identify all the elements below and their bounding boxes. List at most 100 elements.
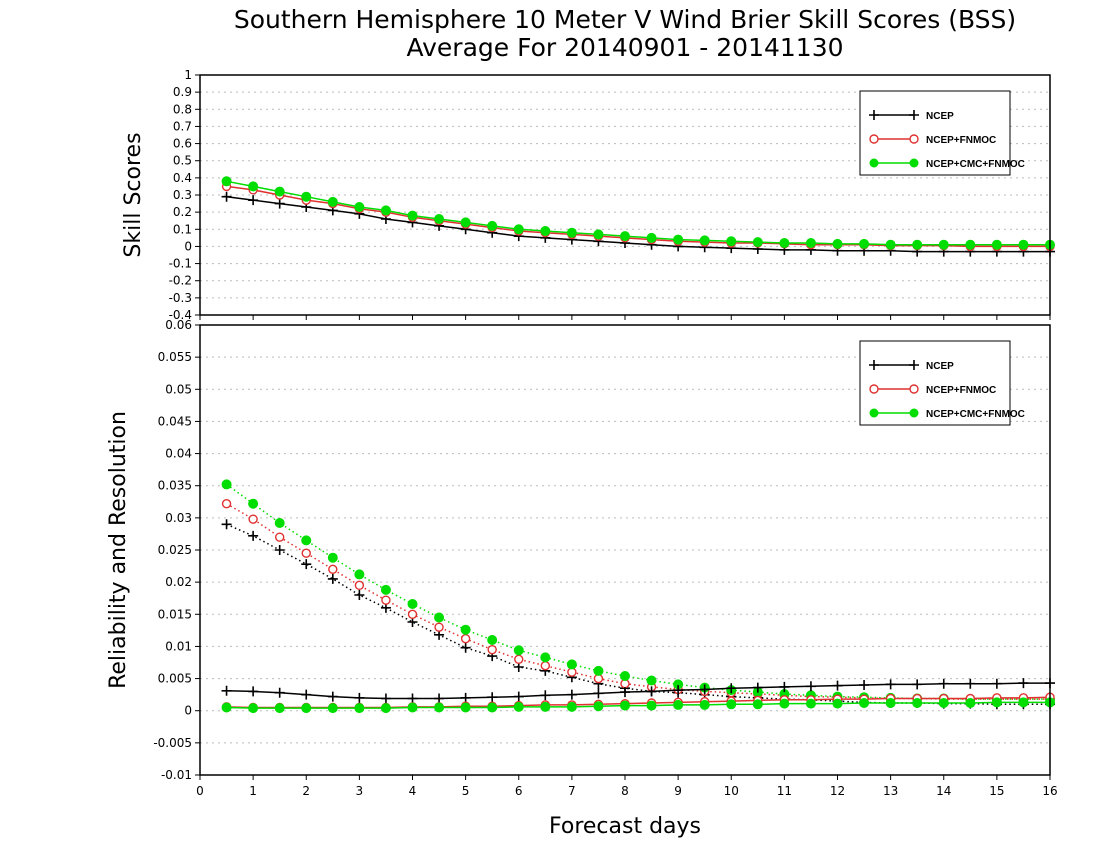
x-tick-label: 8 [621,784,629,798]
series-line [226,503,1050,700]
x-tick-label: 9 [674,784,682,798]
x-tick-label: 1 [249,784,257,798]
y-tick-label: 0.2 [173,205,192,219]
series-ncep [221,678,1055,704]
data-point [540,226,551,236]
legend-entry: NCEP+CMC+FNMOC [869,158,1025,170]
data-point [460,634,471,644]
data-point [1018,239,1029,250]
data-point [752,699,763,710]
legend-entry: NCEP+FNMOC [869,134,996,146]
data-point [274,532,285,542]
y-tick-label: 0.4 [173,171,192,185]
data-point [673,699,684,710]
data-point [380,703,391,714]
data-point [832,698,843,709]
data-point [646,700,657,711]
data-point [859,698,870,708]
data-point [354,703,365,714]
data-point [487,635,498,645]
chart-title-line2: Average For 20140901 - 20141130 [406,33,843,62]
series-ncep-cmc-fnmoc [221,697,1055,714]
data-point [354,692,365,703]
reliability-panel: -0.01 -0.005 0 0.005 0.01 0.015 0.02 0.025 0.03 0… [106,318,1058,798]
data-point [726,236,737,247]
x-tick-label: 13 [883,784,898,798]
data-point [779,681,790,692]
data-point [434,693,445,704]
data-point [540,701,551,712]
data-point [805,681,816,692]
legend-label: NCEP [926,361,954,372]
data-point [434,622,444,632]
data-point [832,680,843,691]
y-tick-label: 0.015 [158,607,192,621]
data-point [460,624,471,635]
data-point [540,661,551,671]
data-point [354,569,365,580]
data-point [699,235,710,246]
data-point [274,518,285,528]
data-point [991,678,1002,689]
legend-marker [869,384,879,394]
data-point [460,217,471,228]
legend-marker [869,408,879,418]
data-point [248,195,259,206]
data-point [938,698,949,708]
series-line [226,682,1050,700]
data-point [407,210,418,221]
data-point [354,590,365,600]
data-point [221,191,232,202]
y-tick-label: -0.1 [169,257,192,271]
legend-entry: NCEP [869,360,954,372]
data-point [407,693,418,704]
data-point [274,545,285,555]
data-point [274,186,285,197]
data-point [912,698,923,708]
legend-marker [869,110,879,120]
data-point [540,652,551,663]
legend-label: NCEP+FNMOC [926,385,996,396]
data-point [513,224,524,235]
data-point [513,701,524,712]
y-tick-label: 0.3 [173,188,192,202]
data-point [327,703,338,714]
y-tick-label: 0.8 [173,102,192,116]
data-point [487,644,497,655]
skill-legend: NCEP NCEP+FNMOC NCEP+CMC+FNMOC [859,90,1025,176]
data-point [566,227,577,238]
data-point [805,238,816,248]
y-tick-label: 0.055 [158,350,192,364]
skill-y-ticks: -0.4 -0.3 -0.2 -0.1 0 0.1 0.2 0.3 0.4 0.5 0.6 0.7 0.… [169,68,200,322]
data-point [248,498,259,509]
data-point [460,702,471,713]
skill-series [221,176,1055,257]
y-tick-label: 0 [184,704,192,718]
data-point [248,514,258,524]
data-point [327,552,338,563]
data-point [699,684,710,695]
legend-label: NCEP+FNMOC [926,135,996,146]
data-point [965,678,976,689]
data-point [646,686,657,697]
data-point [248,703,259,714]
y-tick-label: 0.1 [173,222,192,236]
reliability-y-ticks: -0.01 -0.005 0 0.005 0.01 0.015 0.02 0.025 0.03 0… [153,318,200,782]
data-point [752,237,763,248]
data-point [434,702,445,713]
x-tick-label: 15 [989,784,1004,798]
legend-marker [909,360,919,370]
data-point [380,693,391,704]
data-point [221,702,232,713]
data-point [991,239,1002,250]
data-point [593,701,604,712]
data-point [328,564,338,574]
skill-panel: -0.4 -0.3 -0.2 -0.1 0 0.1 0.2 0.3 0.4 0.5 0.6 0.7 0.… [121,68,1055,322]
data-point [752,682,763,693]
legend-label: NCEP+CMC+FNMOC [926,159,1025,170]
data-point [726,683,737,694]
y-tick-label: 0.9 [173,85,192,99]
data-point [221,499,232,509]
data-point [327,573,338,584]
data-point [859,680,870,690]
